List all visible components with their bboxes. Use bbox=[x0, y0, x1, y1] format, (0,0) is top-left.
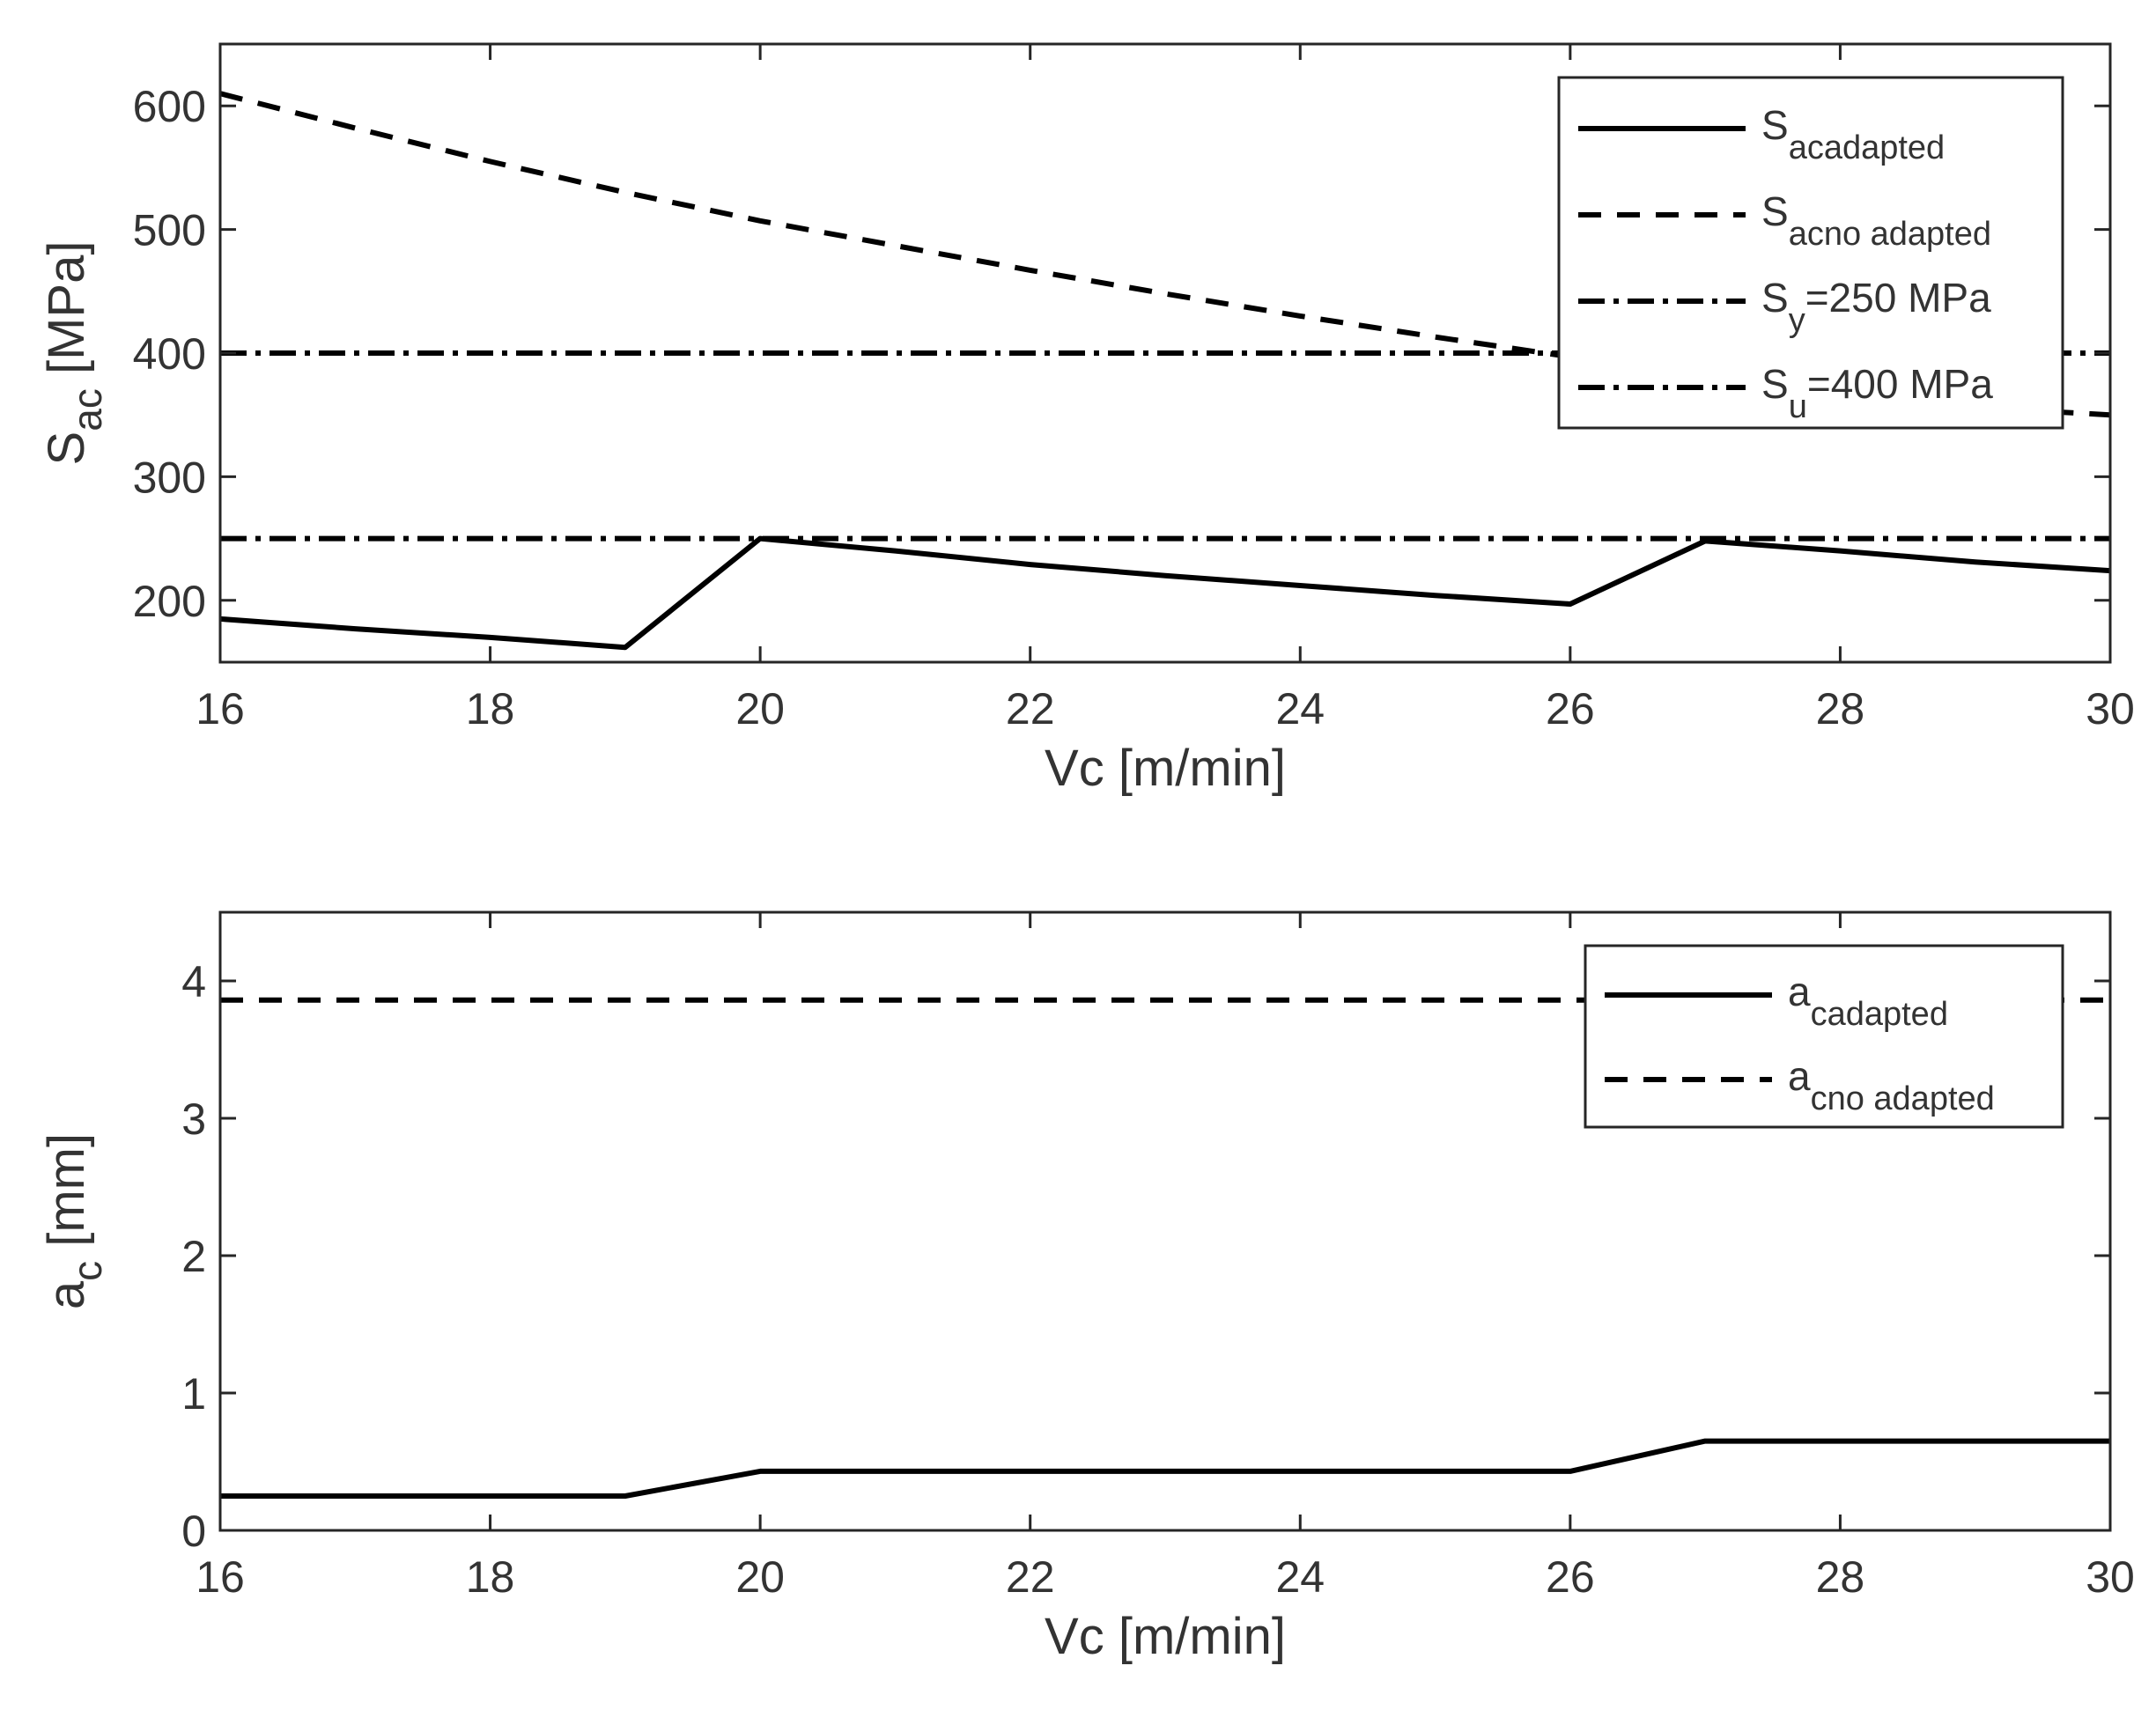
legend-main: a bbox=[1788, 969, 1811, 1014]
legend-box bbox=[1557, 76, 2064, 430]
axes-box bbox=[218, 910, 2112, 1532]
x-tick-label: 28 bbox=[1816, 1552, 1865, 1602]
legend-entry: acno adapted bbox=[1788, 1053, 1995, 1117]
x-axis-label: Vc [m/min] bbox=[1045, 740, 1286, 797]
legend-sub: acno adapted bbox=[1789, 216, 1991, 253]
legend-sub: u bbox=[1789, 388, 1807, 425]
legend-sub: acadapted bbox=[1789, 129, 1946, 166]
y-label-sub: ac bbox=[64, 388, 110, 431]
x-axis-label: Vc [m/min] bbox=[1045, 1608, 1286, 1665]
y-tick-label: 0 bbox=[181, 1507, 206, 1556]
x-tick-label: 16 bbox=[196, 1552, 245, 1602]
legend-main: S bbox=[1761, 275, 1789, 321]
legend-sub: y bbox=[1789, 302, 1805, 339]
x-tick-label: 26 bbox=[1546, 1552, 1595, 1602]
y-tick-label: 4 bbox=[181, 957, 206, 1006]
legend-entry: Sacno adapted bbox=[1761, 188, 1991, 253]
x-tick-label: 18 bbox=[466, 1552, 515, 1602]
legend-tail: =400 MPa bbox=[1807, 361, 1993, 407]
legend-entry: Sy=250 MPa bbox=[1761, 275, 1991, 339]
y-axis-label: ac [mm] bbox=[38, 1133, 110, 1309]
y-tick-label: 2 bbox=[181, 1232, 206, 1281]
legend-entry: acadapted bbox=[1788, 969, 1948, 1033]
series-line-cadapted bbox=[220, 1438, 2110, 1499]
x-tick-label: 18 bbox=[466, 684, 515, 733]
legend-main: S bbox=[1761, 361, 1789, 407]
legend-entry: Su=400 MPa bbox=[1761, 361, 1993, 425]
y-axis-label: Sac [MPa] bbox=[38, 241, 110, 466]
y-tick-label: 300 bbox=[133, 453, 206, 502]
y-label-main: a bbox=[38, 1280, 95, 1309]
chart-panel-1: 16 18 20 22 24 26 28 30 200 300 400 500 600 Vc [m/min… bbox=[38, 42, 2135, 797]
x-tick-label: 22 bbox=[1006, 1552, 1055, 1602]
x-tick-label: 30 bbox=[2086, 1552, 2135, 1602]
y-tick-label: 200 bbox=[133, 577, 206, 626]
legend-box bbox=[1584, 944, 2064, 1129]
legend-entry: Sacadapted bbox=[1761, 102, 1945, 166]
y-label-unit: [MPa] bbox=[38, 241, 95, 389]
legend-main: S bbox=[1761, 188, 1789, 234]
y-tick-label: 1 bbox=[181, 1369, 206, 1419]
x-tick-label: 20 bbox=[735, 1552, 785, 1602]
y-label-main: S bbox=[38, 431, 95, 466]
y-tick-label: 500 bbox=[133, 206, 206, 255]
legend-main: a bbox=[1788, 1053, 1811, 1099]
legend-sub: cadapted bbox=[1811, 996, 1948, 1033]
legend-tail: =250 MPa bbox=[1805, 275, 1991, 321]
x-tick-label: 20 bbox=[735, 684, 785, 733]
y-label-sub: c bbox=[64, 1261, 110, 1281]
y-label-unit: [mm] bbox=[38, 1133, 95, 1261]
y-tick-label: 600 bbox=[133, 82, 206, 131]
y-tick-label: 400 bbox=[133, 329, 206, 379]
x-tick-label: 22 bbox=[1006, 684, 1055, 733]
legend-main: S bbox=[1761, 102, 1789, 148]
x-tick-label: 30 bbox=[2086, 684, 2135, 733]
x-tick-label: 28 bbox=[1816, 684, 1865, 733]
x-tick-label: 26 bbox=[1546, 684, 1595, 733]
x-tick-label: 24 bbox=[1275, 1552, 1325, 1602]
series-line-acadapted bbox=[220, 535, 2110, 651]
legend-sub: cno adapted bbox=[1811, 1080, 1995, 1117]
x-tick-label: 24 bbox=[1275, 684, 1325, 733]
y-tick-label: 3 bbox=[181, 1095, 206, 1144]
x-tick-label: 16 bbox=[196, 684, 245, 733]
